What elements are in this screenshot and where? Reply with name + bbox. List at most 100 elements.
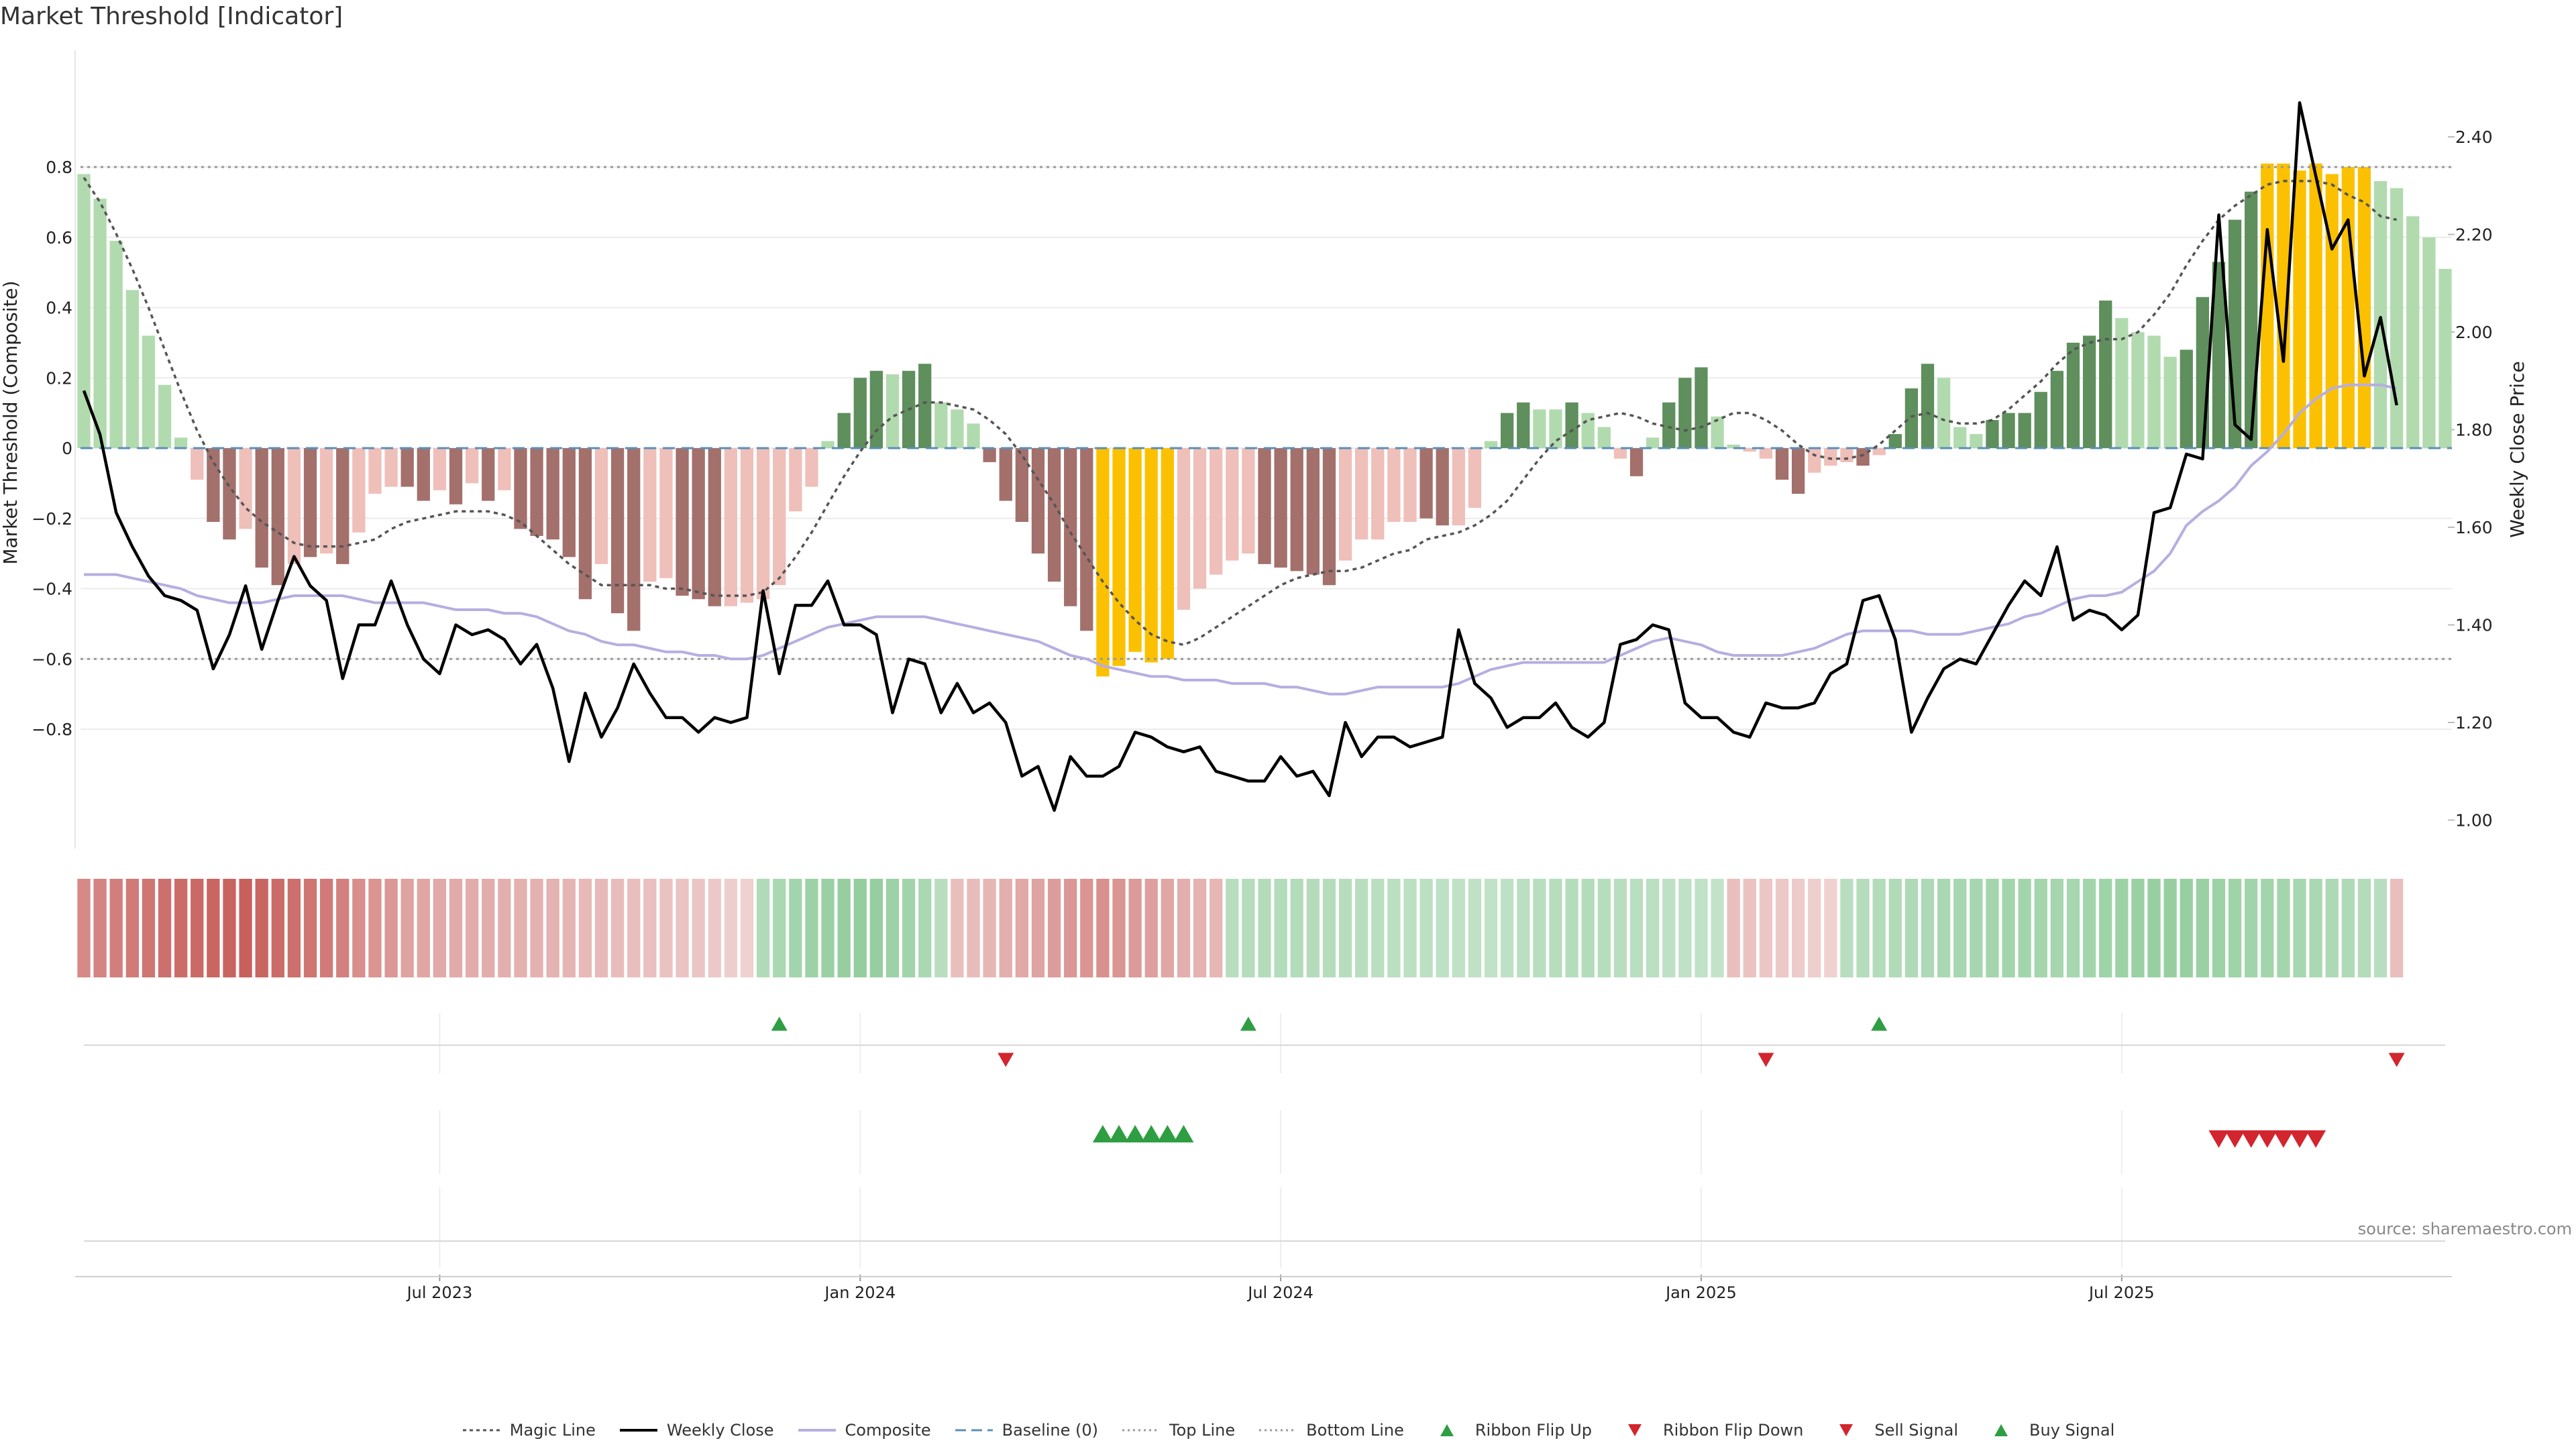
composite-bar	[1468, 448, 1482, 508]
composite-bar	[1711, 416, 1724, 448]
y-tick-label: −0.8	[32, 720, 72, 739]
composite-bar	[1403, 448, 1417, 522]
ribbon-cell	[1953, 879, 1967, 977]
ribbon-cell	[2245, 879, 2258, 977]
ribbon-cell	[207, 879, 220, 977]
ribbon-cell	[1872, 879, 1886, 977]
y2-tick-label: 1.20	[2455, 713, 2493, 733]
sell-signal-marker	[2224, 1130, 2245, 1148]
composite-bar	[1290, 448, 1303, 572]
ribbon-cell	[352, 879, 366, 977]
composite-bar	[1080, 448, 1093, 631]
ribbon-cell	[2357, 879, 2371, 977]
ribbon-cell	[1064, 879, 1077, 977]
ribbon-cell	[546, 879, 559, 977]
ribbon-cell	[1031, 879, 1045, 977]
composite-bar	[1629, 448, 1644, 476]
composite-bar	[659, 448, 673, 578]
ribbon-cell	[643, 879, 657, 977]
ribbon-flip-down-marker	[998, 1053, 1014, 1067]
composite-bar	[2131, 332, 2145, 448]
ribbon-cell	[158, 879, 172, 977]
ribbon-cell	[109, 879, 123, 977]
composite-bar	[610, 448, 625, 614]
composite-bar	[1064, 448, 1077, 606]
composite-bar	[740, 448, 754, 603]
y2-tick-label: 1.80	[2455, 421, 2493, 440]
composite-bar	[2422, 237, 2436, 448]
ribbon-flip-down-marker	[1758, 1053, 1774, 1067]
composite-bar	[1355, 448, 1368, 540]
ribbon-cell	[2325, 879, 2339, 977]
composite-bar	[2099, 301, 2112, 448]
composite-bar	[482, 448, 495, 501]
ribbon-cell	[1759, 879, 1773, 977]
y-tick-label: −0.2	[32, 509, 72, 529]
ribbon-cell	[1711, 879, 1724, 977]
composite-bar	[2002, 413, 2015, 448]
flip_up-legend-icon	[1440, 1424, 1454, 1436]
ribbon-cell	[1047, 879, 1061, 977]
y2-tick-label: 1.00	[2455, 811, 2493, 830]
ribbon-cell	[2099, 879, 2112, 977]
composite-bar	[2341, 167, 2355, 448]
ribbon-cell	[951, 879, 964, 977]
ribbon-cell	[610, 879, 625, 977]
ribbon-cell	[885, 879, 900, 977]
composite-bar	[2293, 170, 2306, 449]
ribbon-cell	[1921, 879, 1935, 977]
legend-label: Sell Signal	[1874, 1421, 1959, 1440]
ribbon-cell	[336, 879, 350, 977]
ribbon-cell	[2115, 879, 2129, 977]
ribbon-cell	[918, 879, 932, 977]
ribbon-cell	[756, 879, 770, 977]
composite-bar	[498, 448, 511, 490]
legend-label: Bottom Line	[1306, 1421, 1404, 1440]
ribbon-cell	[1840, 879, 1854, 977]
ribbon-cell	[1549, 879, 1562, 977]
legend-label: Ribbon Flip Up	[1474, 1421, 1592, 1440]
ribbon-cell	[142, 879, 156, 977]
ribbon-cell	[1387, 879, 1401, 977]
ribbon-cell	[1727, 879, 1740, 977]
ribbon-cell	[1258, 879, 1271, 977]
composite-bar	[1517, 402, 1530, 448]
composite-bar	[320, 448, 333, 554]
composite-bar	[1112, 448, 1126, 666]
composite-bar	[951, 409, 964, 448]
flip_down-legend-icon	[1628, 1424, 1642, 1436]
ribbon-flip-up-marker	[771, 1016, 788, 1031]
ribbon-cell	[578, 879, 592, 977]
composite-bar	[2066, 342, 2080, 448]
ribbon-cell	[433, 879, 447, 977]
composite-bar	[352, 448, 366, 533]
ribbon-cell	[1646, 879, 1660, 977]
source-label: source: sharemaestro.com	[2357, 1220, 2572, 1238]
legend-item-baseline: Baseline (0)	[954, 1421, 1098, 1440]
composite-bar	[2034, 392, 2047, 448]
composite-bar	[1953, 427, 1967, 448]
composite-legend-icon	[798, 1429, 836, 1432]
buy-signal-marker	[1173, 1124, 1194, 1143]
ribbon-cell	[384, 879, 398, 977]
composite-bar	[1921, 364, 1935, 448]
composite-bar	[1177, 448, 1191, 610]
ribbon-cell	[1613, 879, 1627, 977]
y-tick-label: 0.4	[46, 299, 72, 318]
ribbon-cell	[2309, 879, 2322, 977]
ribbon-cell	[1888, 879, 1902, 977]
ribbon-cell	[562, 879, 576, 977]
composite-bar	[1775, 448, 1789, 480]
sell-signal-marker	[2208, 1130, 2229, 1148]
composite-bar	[1161, 448, 1174, 659]
legend-label: Baseline (0)	[1002, 1421, 1099, 1440]
y2-tick-label: 2.20	[2455, 225, 2493, 245]
legend-label: Weekly Close	[666, 1421, 774, 1440]
composite-bar	[1597, 427, 1611, 448]
composite-bar	[2245, 191, 2258, 448]
composite-bar	[1727, 444, 1740, 448]
ribbon-cell	[1452, 879, 1465, 977]
composite-bar	[1322, 448, 1336, 586]
composite-bar	[1338, 448, 1352, 561]
ribbon-cell	[1306, 879, 1320, 977]
